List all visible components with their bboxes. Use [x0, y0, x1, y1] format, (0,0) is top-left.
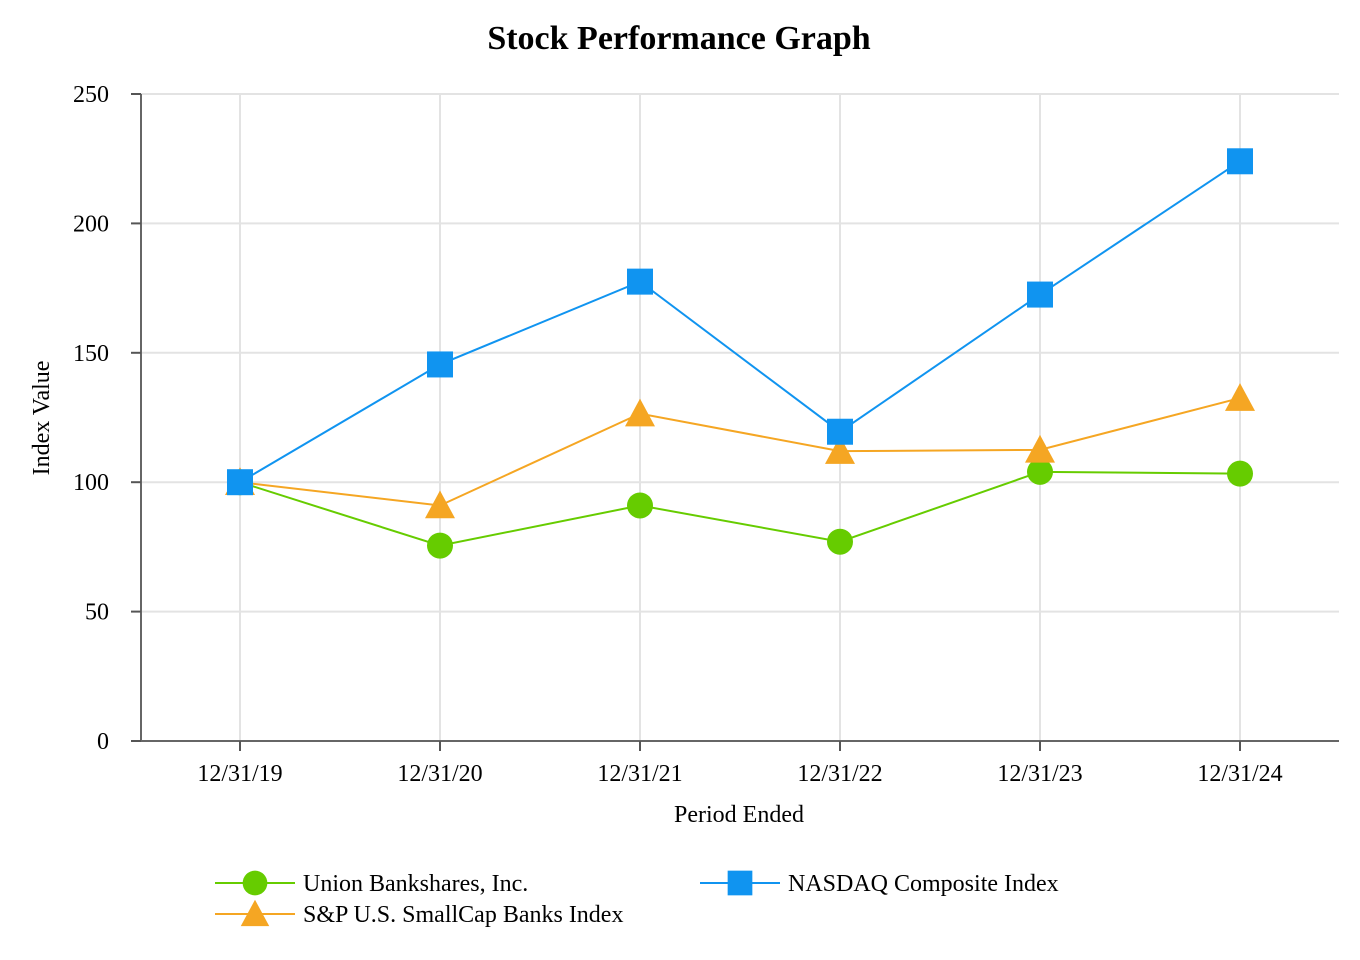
data-point-circle: [1027, 458, 1053, 485]
x-axis-label: Period Ended: [674, 802, 804, 828]
legend-label: NASDAQ Composite Index: [788, 871, 1059, 897]
y-axis-label: Index Value: [29, 361, 55, 476]
legend-marker-square: [727, 870, 753, 896]
data-point-triangle: [1225, 383, 1255, 411]
x-tick-label: 12/31/24: [1197, 761, 1282, 787]
axes: [140, 94, 1339, 742]
data-point-circle: [627, 492, 653, 519]
legend-item: Union Bankshares, Inc.: [215, 870, 528, 897]
data-point-circle: [427, 532, 453, 559]
data-point-triangle: [425, 490, 455, 519]
y-tick-label: 250: [73, 82, 109, 108]
x-tick-label: 12/31/19: [197, 761, 282, 787]
data-point-triangle: [825, 436, 855, 464]
legend-marker-triangle: [240, 899, 270, 927]
data-point-square: [427, 351, 453, 378]
y-tick-label: 100: [73, 470, 109, 496]
x-tick-label: 12/31/22: [797, 761, 882, 787]
x-axis-ticks: 12/31/19 12/31/20 12/31/21 12/31/22 12/31/23…: [197, 741, 1283, 787]
legend-label: Union Bankshares, Inc.: [303, 871, 528, 897]
series-line-circle: [239, 470, 1241, 547]
legend: Union Bankshares, Inc. S&P U.S. SmallCap …: [215, 870, 1059, 928]
data-point-square: [1027, 281, 1053, 308]
x-tick-label: 12/31/21: [597, 761, 682, 787]
data-point-triangle: [625, 398, 655, 427]
data-point-circle: [1227, 460, 1253, 487]
grid-lines: [141, 93, 1339, 741]
data-point-square: [227, 469, 253, 496]
data-point-triangle: [1025, 434, 1055, 463]
series-line-triangle: [239, 397, 1241, 507]
y-tick-label: 50: [85, 600, 109, 626]
legend-marker-circle: [242, 870, 268, 896]
x-tick-label: 12/31/23: [997, 761, 1082, 787]
legend-label: S&P U.S. SmallCap Banks Index: [303, 902, 623, 928]
legend-item: NASDAQ Composite Index: [700, 870, 1059, 897]
data-point-square: [627, 268, 653, 295]
x-tick-label: 12/31/20: [397, 761, 482, 787]
data-point-square: [827, 418, 853, 445]
chart-title: Stock Performance Graph: [487, 20, 870, 57]
series-line-square: [239, 160, 1241, 484]
series-layer: [225, 148, 1255, 559]
legend-item: S&P U.S. SmallCap Banks Index: [215, 899, 623, 928]
y-axis-ticks: 0 50 100 150 200 250: [73, 82, 141, 755]
y-tick-label: 150: [73, 341, 109, 367]
y-tick-label: 200: [73, 211, 109, 237]
data-point-circle: [827, 528, 853, 555]
data-point-square: [1227, 148, 1253, 175]
y-tick-label: 0: [97, 729, 109, 755]
